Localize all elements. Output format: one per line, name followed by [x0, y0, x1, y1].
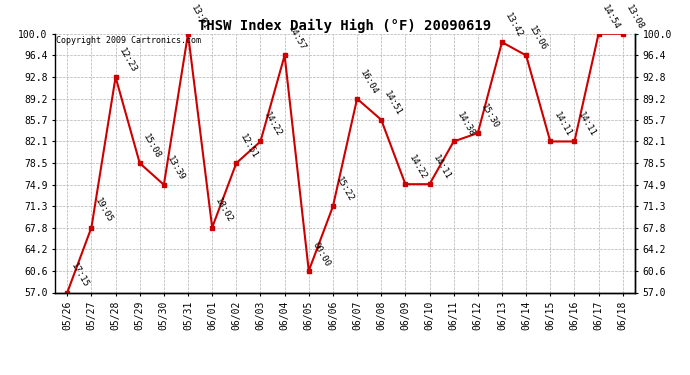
Text: 15:22: 15:22 [335, 176, 355, 204]
Text: 14:11: 14:11 [576, 111, 597, 139]
Text: 14:57: 14:57 [286, 25, 307, 52]
Text: 14:11: 14:11 [431, 154, 452, 182]
Text: 13:42: 13:42 [504, 12, 524, 39]
Text: 14:22: 14:22 [262, 111, 283, 139]
Text: 15:30: 15:30 [480, 102, 500, 130]
Text: 00:00: 00:00 [310, 240, 331, 268]
Text: 12:51: 12:51 [238, 133, 259, 160]
Text: 15:06: 15:06 [528, 25, 549, 52]
Text: 17:15: 17:15 [69, 262, 90, 290]
Text: 14:51: 14:51 [383, 89, 404, 117]
Text: 12:23: 12:23 [117, 46, 138, 74]
Text: 16:04: 16:04 [359, 68, 380, 96]
Text: 14:38: 14:38 [455, 111, 476, 139]
Text: 14:22: 14:22 [407, 154, 428, 182]
Text: 13:08: 13:08 [624, 3, 645, 31]
Text: 18:02: 18:02 [214, 197, 235, 225]
Text: 15:08: 15:08 [141, 133, 162, 160]
Title: THSW Index Daily High (°F) 20090619: THSW Index Daily High (°F) 20090619 [199, 18, 491, 33]
Text: 19:05: 19:05 [93, 197, 114, 225]
Text: Copyright 2009 Cartronics.com: Copyright 2009 Cartronics.com [56, 36, 201, 45]
Text: 13:39: 13:39 [166, 154, 186, 182]
Text: 14:11: 14:11 [552, 111, 573, 139]
Text: 14:54: 14:54 [600, 3, 621, 31]
Text: 13:01: 13:01 [190, 3, 210, 31]
